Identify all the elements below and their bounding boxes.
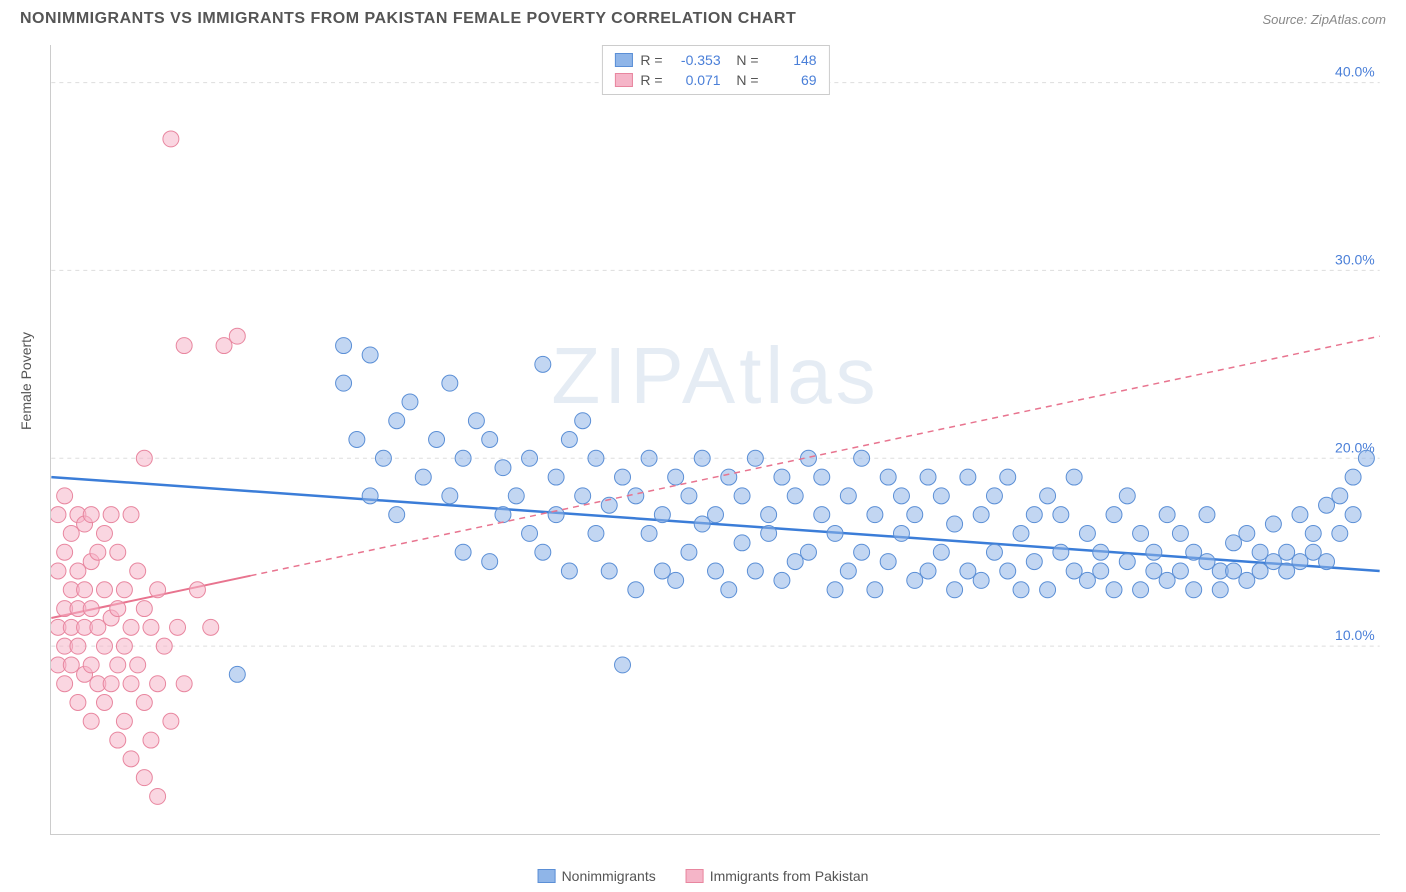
bottom-legend: Nonimmigrants Immigrants from Pakistan xyxy=(538,868,869,884)
swatch-icon xyxy=(614,53,632,67)
scatter-plot-svg: 10.0%20.0%30.0%40.0%0.0%100.0% xyxy=(51,45,1380,834)
chart-title: NONIMMIGRANTS VS IMMIGRANTS FROM PAKISTA… xyxy=(20,10,796,28)
swatch-icon xyxy=(538,869,556,883)
legend-item-0: Nonimmigrants xyxy=(538,868,656,884)
stat-r-label: R = xyxy=(640,52,662,68)
stats-row-0: R = -0.353 N = 148 xyxy=(614,50,816,70)
stat-n-value: 69 xyxy=(767,72,817,88)
source-label: Source: ZipAtlas.com xyxy=(1262,12,1386,27)
swatch-icon xyxy=(686,869,704,883)
stats-row-1: R = 0.071 N = 69 xyxy=(614,70,816,90)
svg-text:40.0%: 40.0% xyxy=(1335,64,1375,80)
legend-label: Immigrants from Pakistan xyxy=(710,868,869,884)
stat-n-label: N = xyxy=(729,72,759,88)
y-axis-label: Female Poverty xyxy=(18,332,34,430)
legend-item-1: Immigrants from Pakistan xyxy=(686,868,869,884)
stat-r-value: -0.353 xyxy=(671,52,721,68)
swatch-icon xyxy=(614,73,632,87)
stats-box: R = -0.353 N = 148 R = 0.071 N = 69 xyxy=(601,45,829,95)
stat-r-value: 0.071 xyxy=(671,72,721,88)
stat-n-label: N = xyxy=(729,52,759,68)
legend-label: Nonimmigrants xyxy=(562,868,656,884)
stat-r-label: R = xyxy=(640,72,662,88)
chart-plot-area: ZIPAtlas R = -0.353 N = 148 R = 0.071 N … xyxy=(50,45,1380,835)
stat-n-value: 148 xyxy=(767,52,817,68)
svg-text:10.0%: 10.0% xyxy=(1335,627,1375,643)
svg-text:30.0%: 30.0% xyxy=(1335,251,1375,267)
